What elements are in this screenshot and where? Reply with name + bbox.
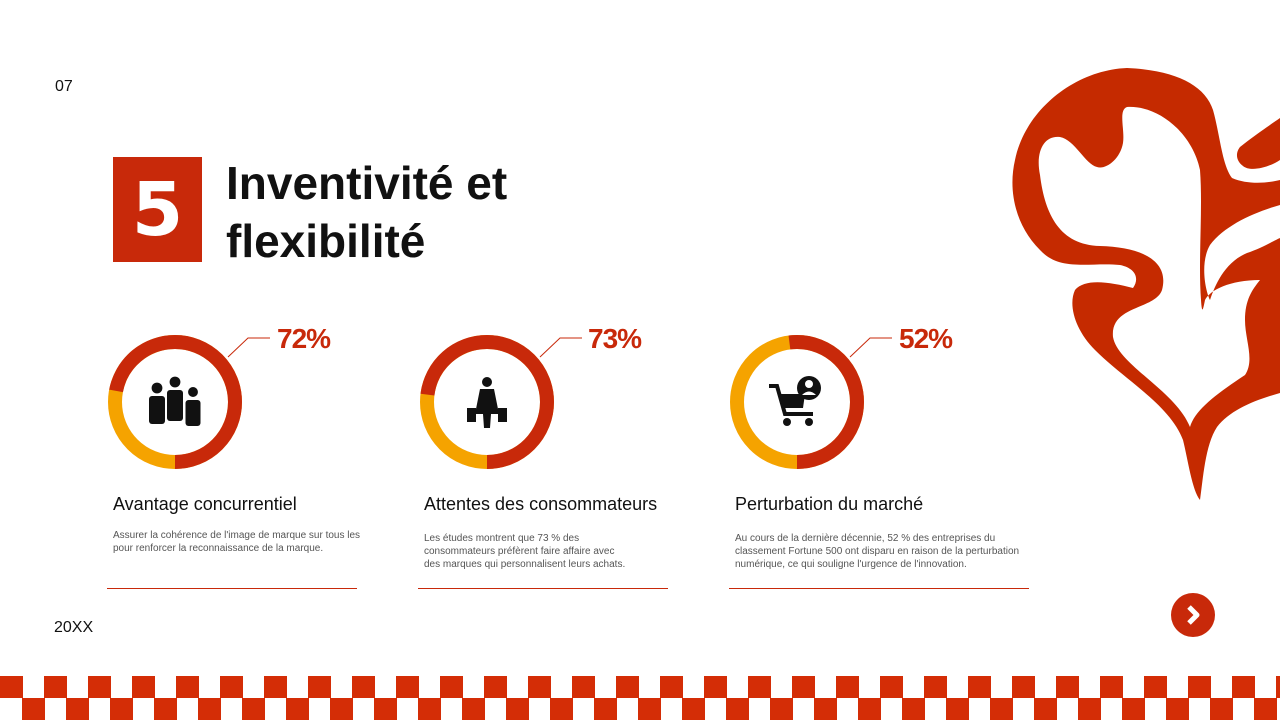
checker-square [264, 676, 287, 698]
footer-year: 20XX [54, 619, 94, 636]
checker-square [726, 698, 749, 720]
checker-square [1276, 676, 1280, 698]
checker-square [814, 698, 837, 720]
page-title: Inventivité et flexibilité [226, 154, 646, 270]
checker-square [594, 698, 617, 720]
page-number: 07 [55, 78, 73, 95]
percent-label: 73% [588, 323, 642, 354]
checker-square [770, 698, 793, 720]
checker-border [0, 676, 1280, 720]
group-people-icon [149, 376, 201, 426]
checker-square [528, 676, 551, 698]
checker-square [1254, 698, 1277, 720]
card-title: Attentes des consommateurs [424, 494, 658, 514]
checker-square [704, 676, 727, 698]
checker-square [154, 698, 177, 720]
checker-square [418, 698, 441, 720]
checker-square [616, 676, 639, 698]
description-line: numérique, ce qui souligne l'urgence de … [735, 559, 967, 570]
checker-square [836, 676, 859, 698]
leader-line [227, 337, 270, 358]
checker-square [660, 676, 683, 698]
description-line: Au cours de la dernière décennie, 52 % d… [735, 533, 996, 544]
checker-square [946, 698, 969, 720]
checker-square [286, 698, 309, 720]
percent-label: 52% [899, 323, 953, 354]
checker-square [176, 676, 199, 698]
description-line: consommateurs préfèrent faire affaire av… [424, 546, 615, 557]
shopper-bags-icon [467, 377, 507, 428]
donut-value-arc [108, 335, 242, 469]
checker-square [44, 676, 67, 698]
shopping-cart-user-icon [769, 376, 821, 426]
checker-square [638, 698, 661, 720]
checker-square [990, 698, 1013, 720]
card-description: Au cours de la dernière décennie, 52 % d… [735, 532, 1035, 571]
checker-square [506, 698, 529, 720]
checker-square [110, 698, 133, 720]
checker-square [1078, 698, 1101, 720]
card-title: Perturbation du marché [735, 494, 924, 514]
title-line: Inventivité et [226, 157, 508, 209]
checker-square [1122, 698, 1145, 720]
checker-square [0, 676, 23, 698]
checker-square [968, 676, 991, 698]
card-title: Avantage concurrentiel [113, 494, 297, 514]
card-description: Les études montrent que 73 % des consomm… [424, 532, 684, 571]
checker-square [1144, 676, 1167, 698]
checker-square [308, 676, 331, 698]
checker-square [440, 676, 463, 698]
card-description: Assurer la cohérence de l'image de marqu… [113, 529, 373, 555]
checker-square [462, 698, 485, 720]
description-line: des marques qui personnalisent leurs ach… [424, 559, 626, 570]
title-line: flexibilité [226, 215, 426, 267]
checker-square [88, 676, 111, 698]
divider [729, 588, 1029, 589]
checker-square [132, 676, 155, 698]
checker-square [550, 698, 573, 720]
checker-square [1012, 676, 1035, 698]
donut-value-arc [730, 335, 864, 469]
divider [107, 588, 357, 589]
checker-square [330, 698, 353, 720]
section-number: 5 [113, 157, 202, 262]
checker-square [484, 676, 507, 698]
donut-value-arc [420, 335, 554, 469]
checker-square [1188, 676, 1211, 698]
checker-square [858, 698, 881, 720]
checker-square [396, 676, 419, 698]
checker-square [198, 698, 221, 720]
checker-square [924, 676, 947, 698]
checker-square [374, 698, 397, 720]
leader-line [539, 337, 582, 358]
checker-square [1232, 676, 1255, 698]
checker-square [682, 698, 705, 720]
checker-square [748, 676, 771, 698]
checker-square [22, 698, 45, 720]
chevron-right-icon [1187, 605, 1200, 625]
description-line: classement Fortune 500 ont disparu en ra… [735, 546, 1020, 557]
checker-square [572, 676, 595, 698]
checker-square [1166, 698, 1189, 720]
description-line: Les études montrent que 73 % des [424, 533, 580, 544]
divider [418, 588, 668, 589]
description-line: Assurer la cohérence de l'image de marqu… [113, 530, 361, 541]
checker-square [880, 676, 903, 698]
checker-square [66, 698, 89, 720]
checker-square [242, 698, 265, 720]
checker-square [352, 676, 375, 698]
checker-square [220, 676, 243, 698]
checker-square [1056, 676, 1079, 698]
checker-square [1100, 676, 1123, 698]
checker-square [902, 698, 925, 720]
checker-square [1210, 698, 1233, 720]
checker-square [792, 676, 815, 698]
description-line: pour renforcer la reconnaissance de la m… [113, 543, 324, 554]
percent-label: 72% [277, 323, 331, 354]
next-slide-button[interactable] [1171, 593, 1215, 637]
leader-line [849, 337, 892, 358]
checker-square [1034, 698, 1057, 720]
